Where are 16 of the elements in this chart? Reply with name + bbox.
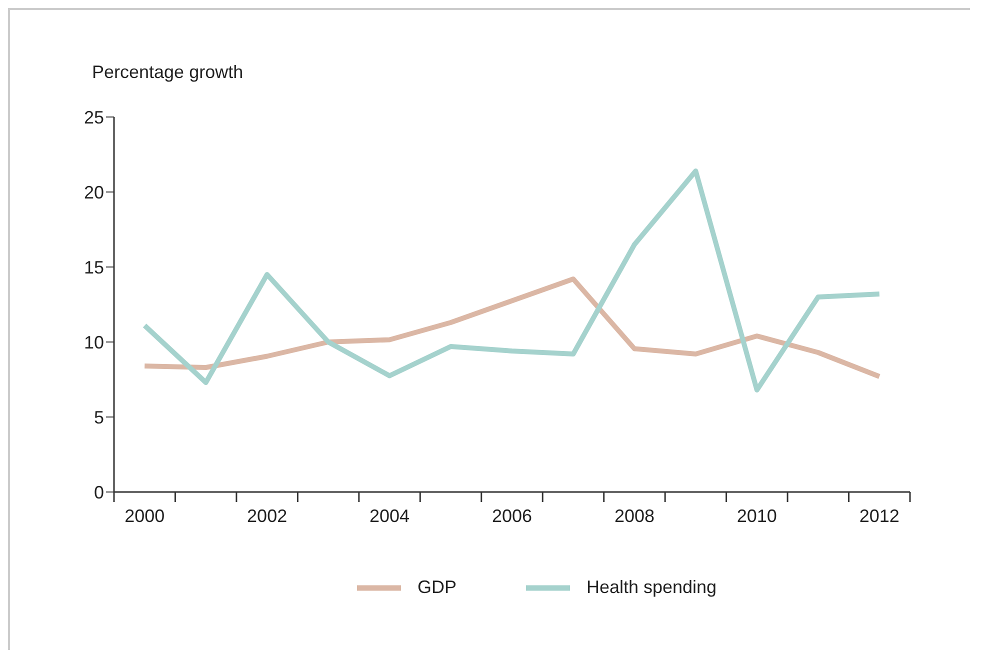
y-tick-label: 25 [84, 107, 104, 128]
y-tick-label: 5 [94, 407, 104, 428]
legend-label: GDP [417, 576, 456, 597]
y-tick-label: 0 [94, 482, 104, 502]
y-tick-label: 10 [84, 332, 104, 352]
y-axis-title: Percentage growth [92, 62, 244, 83]
x-tick-label: 2006 [492, 506, 532, 526]
x-tick-label: 2012 [859, 506, 900, 526]
x-tick-label: 2008 [614, 506, 654, 526]
x-tick-label: 2010 [736, 506, 777, 526]
x-tick-label: 2002 [247, 506, 288, 526]
y-tick-label: 15 [84, 257, 104, 278]
x-tick-label: 2004 [370, 506, 410, 526]
legend-label: Health spending [586, 576, 717, 597]
x-tick-label: 2000 [124, 506, 165, 526]
y-tick-label: 20 [84, 182, 104, 202]
